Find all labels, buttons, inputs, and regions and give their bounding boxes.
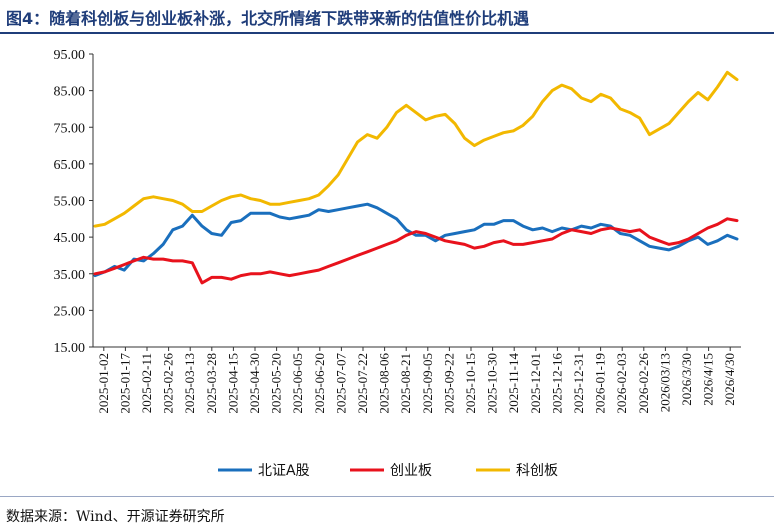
y-tick-label: 75.00: [54, 121, 86, 136]
x-tick-label: 2025-06-20: [312, 353, 327, 414]
line-chart: 15.00 25.00 35.00 45.00 55.00 65.00 75.00 85.00…: [54, 48, 741, 479]
x-tick-label: 2025-10-15: [463, 353, 478, 414]
x-tick-label: 2025-02-26: [161, 353, 176, 414]
x-tick-label: 2025-08-21: [398, 353, 413, 414]
x-axis-ticks: 2025-01-02 2025-01-17 2025-02-11 2025-02-26…: [96, 347, 737, 414]
legend-label-0: 北证A股: [258, 463, 310, 479]
x-tick-label: 2025-02-11: [139, 353, 154, 413]
x-tick-label: 2025-04-30: [247, 353, 262, 414]
data-source-note: 数据来源：Wind、开源证券研究所: [6, 509, 225, 525]
y-tick-label: 15.00: [54, 341, 86, 356]
x-tick-label: 2025-09-05: [420, 353, 435, 414]
x-tick-label: 2025-10-30: [485, 353, 500, 414]
x-tick-label: 2025-01-02: [96, 353, 111, 414]
series-line-1: [93, 217, 739, 285]
y-tick-label: 45.00: [54, 231, 86, 246]
x-tick-label: 2025-12-31: [571, 353, 586, 414]
series-line-2: [93, 70, 739, 228]
y-tick-label: 95.00: [54, 48, 86, 63]
y-tick-label: 55.00: [54, 195, 86, 210]
x-tick-label: 2026/03/13: [657, 353, 672, 412]
y-tick-label: 25.00: [54, 304, 86, 319]
y-tick-label: 65.00: [54, 158, 86, 173]
title-divider: [0, 32, 774, 34]
legend: 北证A股 创业板 科创板: [218, 463, 558, 479]
chart-axes: [92, 54, 741, 348]
x-tick-label: 2025-12-16: [549, 353, 564, 414]
x-tick-label: 2025-09-22: [441, 353, 456, 414]
legend-label-1: 创业板: [390, 463, 432, 479]
x-tick-label: 2025-03-13: [182, 353, 197, 414]
x-tick-label: 2025-04-15: [225, 353, 240, 414]
x-tick-label: 2025-03-28: [204, 353, 219, 414]
y-tick-label: 35.00: [54, 268, 86, 283]
x-tick-label: 2025-07-07: [333, 353, 348, 414]
y-axis-ticks: 15.00 25.00 35.00 45.00 55.00 65.00 75.00 85.00…: [54, 48, 93, 356]
x-tick-label: 2026/3/30: [679, 353, 694, 406]
x-tick-label: 2026-01-19: [593, 353, 608, 414]
x-tick-label: 2025-06-05: [290, 353, 305, 414]
x-tick-label: 2025-05-20: [269, 353, 284, 414]
x-tick-label: 2025-11-14: [506, 353, 521, 414]
x-tick-label: 2025-12-01: [528, 353, 543, 414]
footer-divider: [0, 496, 774, 497]
x-tick-label: 2025-01-17: [117, 353, 132, 414]
x-tick-label: 2026/4/30: [722, 353, 737, 406]
x-tick-label: 2026-02-03: [614, 353, 629, 414]
series-line-0: [93, 202, 739, 278]
y-tick-label: 85.00: [54, 85, 86, 100]
chart-title: 图4：随着科创板与创业板补涨，北交所情绪下跌带来新的估值性价比机遇: [6, 9, 530, 28]
x-tick-label: 2025-08-06: [377, 353, 392, 414]
series-lines: [93, 70, 739, 285]
legend-label-2: 科创板: [516, 463, 558, 479]
x-tick-label: 2025-07-22: [355, 353, 370, 414]
x-tick-label: 2026/4/15: [701, 353, 716, 406]
x-tick-label: 2026-02-26: [636, 353, 651, 414]
